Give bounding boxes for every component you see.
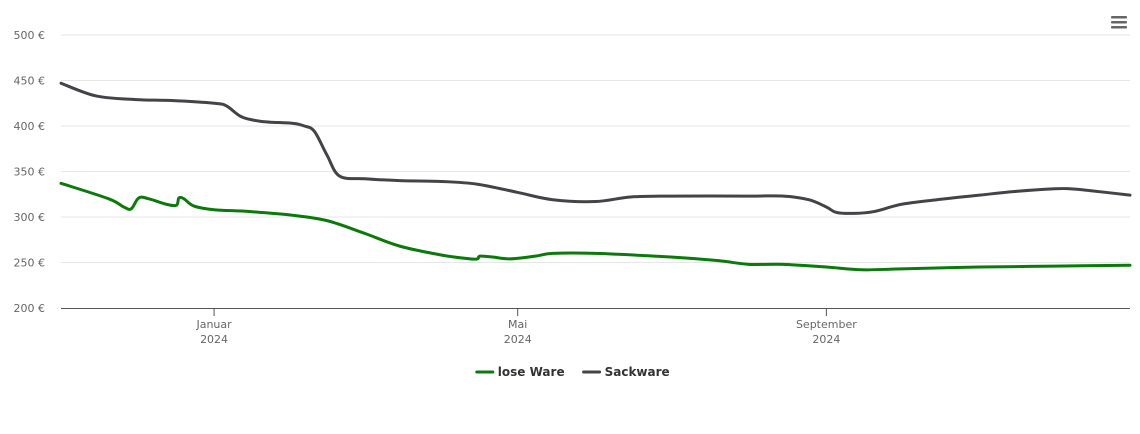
series-line-sackware[interactable] [59, 81, 1132, 215]
legend-label: Sackware [605, 365, 670, 379]
y-tick-label: 200 € [14, 302, 46, 315]
x-tick-label-month: Januar [195, 318, 232, 331]
x-tick-label-year: 2024 [200, 333, 228, 346]
legend-label: lose Ware [498, 365, 565, 379]
legend: lose Ware Sackware [475, 365, 670, 379]
legend-item-sackware[interactable]: Sackware [582, 365, 670, 379]
y-tick-label: 350 € [14, 166, 46, 179]
series-lines [59, 81, 1132, 272]
series-line-lose-ware[interactable] [59, 181, 1132, 272]
y-tick-label: 450 € [14, 75, 46, 88]
y-tick-label: 500 € [14, 29, 46, 42]
x-tick-label-year: 2024 [812, 333, 840, 346]
y-tick-label: 300 € [14, 211, 46, 224]
y-tick-label: 250 € [14, 257, 46, 270]
hamburger-menu-icon[interactable] [1107, 13, 1131, 33]
grid-lines [61, 34, 1130, 263]
x-tick-label-month: Mai [508, 318, 527, 331]
legend-item-lose-ware[interactable]: lose Ware [475, 365, 565, 379]
y-tick-label: 400 € [14, 120, 46, 133]
x-tick-label-year: 2024 [504, 333, 532, 346]
x-axis: Januar 2024 Mai 2024 September 2024 [61, 308, 1130, 346]
y-axis: 200 € 250 € 300 € 350 € 400 € 450 € 500 € [14, 29, 46, 315]
x-tick-label-month: September [796, 318, 857, 331]
